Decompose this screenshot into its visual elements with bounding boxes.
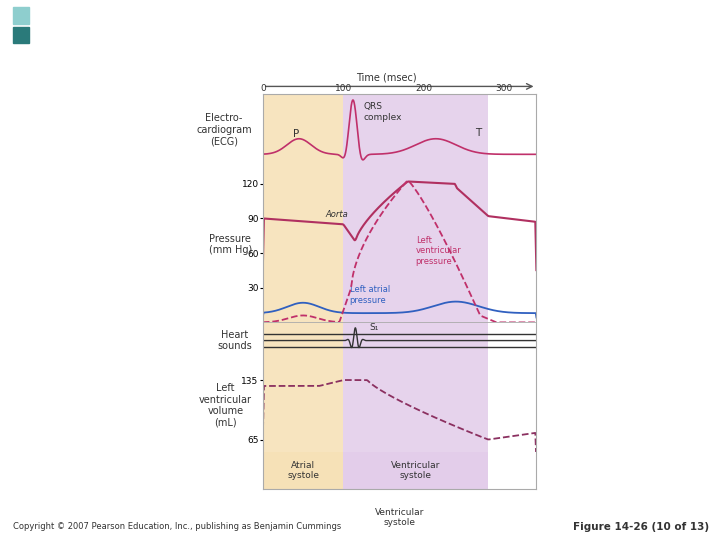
Text: 0: 0 <box>260 84 266 93</box>
Text: T: T <box>475 128 482 138</box>
Text: Heart
sounds: Heart sounds <box>217 330 252 352</box>
Text: Electro-
cardiogram
(ECG): Electro- cardiogram (ECG) <box>197 113 252 147</box>
Text: Left
ventricular
pressure: Left ventricular pressure <box>415 236 462 266</box>
Text: 200: 200 <box>415 84 432 93</box>
Text: 100: 100 <box>335 84 352 93</box>
Text: Copyright © 2007 Pearson Education, Inc., publishing as Benjamin Cummings: Copyright © 2007 Pearson Education, Inc.… <box>13 522 341 531</box>
Text: P: P <box>294 129 300 139</box>
Text: Pressure
(mm Hg): Pressure (mm Hg) <box>209 234 252 255</box>
Bar <box>263 94 343 166</box>
Text: QRS
complex: QRS complex <box>364 103 402 122</box>
Bar <box>343 94 488 166</box>
Text: S₁: S₁ <box>369 323 379 332</box>
Bar <box>13 28 29 44</box>
Text: Left
ventricular
volume
(mL): Left ventricular volume (mL) <box>199 383 252 428</box>
Text: Left atrial
pressure: Left atrial pressure <box>350 286 390 305</box>
Text: Atrial
systole: Atrial systole <box>287 461 319 480</box>
Text: Ventricular
systole: Ventricular systole <box>375 508 424 527</box>
Text: Aorta: Aorta <box>325 211 348 219</box>
Text: Time (msec): Time (msec) <box>356 73 416 83</box>
Bar <box>343 322 488 359</box>
Text: Ventricular
systole: Ventricular systole <box>391 461 441 480</box>
Bar <box>343 166 488 322</box>
Bar <box>263 453 343 489</box>
Bar <box>263 166 343 322</box>
Bar <box>343 359 488 453</box>
Bar <box>263 322 343 359</box>
Text: Figure 14-26 (10 of 13): Figure 14-26 (10 of 13) <box>573 522 709 531</box>
Text: Wiggers Diagram: Wiggers Diagram <box>42 19 287 43</box>
Bar <box>343 453 488 489</box>
Bar <box>13 8 29 24</box>
Bar <box>263 359 343 453</box>
Text: 300: 300 <box>495 84 513 93</box>
